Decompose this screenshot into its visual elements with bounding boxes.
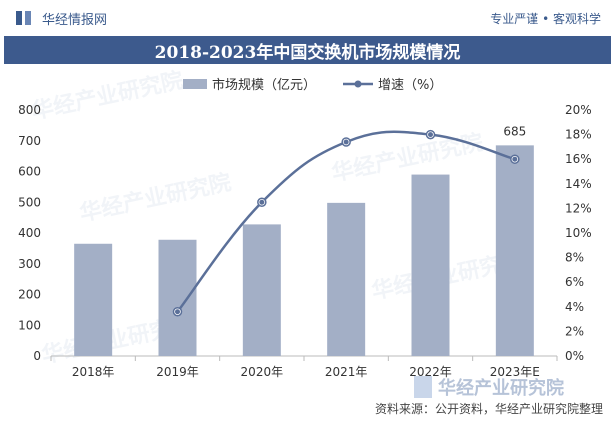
y-right-tick-label: 8% <box>565 251 584 265</box>
y-left-tick-label: 100 <box>18 318 41 332</box>
bar <box>495 145 534 356</box>
title-bar: 2018-2023年中国交换机市场规模情况 <box>4 36 611 64</box>
footer-logo-text: 华经产业研究院 <box>438 378 564 399</box>
chart: 市场规模（亿元） 增速（%） 0 100 200 300 400 500 600 700 800 0%… <box>18 77 592 379</box>
footer-logo-icon <box>414 376 432 398</box>
y-right-tick-label: 16% <box>565 152 592 166</box>
growth-point-core <box>259 199 265 205</box>
brand-name: 华经情报网 <box>42 12 108 28</box>
y-right-tick-label: 14% <box>565 177 592 191</box>
x-tick-label: 2022年 <box>409 365 452 379</box>
bar <box>327 202 366 356</box>
y-left-tick-label: 300 <box>18 257 41 271</box>
x-tick-label: 2023年E <box>490 365 540 379</box>
y-right-tick-label: 12% <box>565 201 592 215</box>
data-label: 685 <box>503 124 526 138</box>
y-left-tick-label: 800 <box>18 103 41 117</box>
bar <box>242 224 281 356</box>
y-left-tick-label: 700 <box>18 134 41 148</box>
y-right-tick-label: 2% <box>565 324 584 338</box>
footer-logo: 华经产业研究院 <box>414 374 564 400</box>
legend-label-bar: 市场规模（亿元） <box>212 77 316 93</box>
chart-title: 2018-2023年中国交换机市场规模情况 <box>154 42 461 63</box>
bar <box>411 174 450 356</box>
y-right-tick-label: 20% <box>565 103 592 117</box>
y-left-tick-label: 400 <box>18 226 41 240</box>
footer: 华经产业研究院 资料来源：公开资料，华经产业研究院整理 <box>0 376 615 428</box>
growth-point-core <box>428 132 433 138</box>
bar <box>158 239 197 356</box>
x-tick-label: 2018年 <box>72 365 115 379</box>
x-tick-label: 2020年 <box>241 365 284 379</box>
y-right-tick-label: 4% <box>565 300 584 314</box>
y-left-tick-label: 0 <box>33 349 41 363</box>
x-tick-label: 2021年 <box>325 365 368 379</box>
y-right-tick-label: 0% <box>565 349 584 363</box>
brand: 华经情报网 <box>16 9 107 28</box>
y-left-tick-label: 200 <box>18 288 41 302</box>
brand-logo-icon <box>16 9 34 27</box>
top-bar: 华经情报网 专业严谨 • 客观科学 <box>0 0 615 36</box>
growth-point-core <box>343 139 349 145</box>
y-left-tick-label: 500 <box>18 195 41 209</box>
bar <box>74 243 113 356</box>
legend-label-line: 增速（%） <box>378 78 442 93</box>
y-left-tick-label: 600 <box>18 165 41 179</box>
growth-point-core <box>175 309 180 315</box>
growth-line <box>176 130 516 313</box>
tagline: 专业严谨 • 客观科学 <box>490 11 601 26</box>
y-right-tick-label: 18% <box>565 128 592 142</box>
legend-swatch-bar <box>183 79 207 89</box>
growth-point-core <box>512 156 518 162</box>
y-right-tick-label: 10% <box>565 226 592 240</box>
y-right-tick-label: 6% <box>565 275 584 289</box>
source-note: 资料来源：公开资料，华经产业研究院整理 <box>374 402 603 416</box>
x-tick-label: 2019年 <box>156 365 199 379</box>
legend-swatch-marker <box>354 80 362 88</box>
